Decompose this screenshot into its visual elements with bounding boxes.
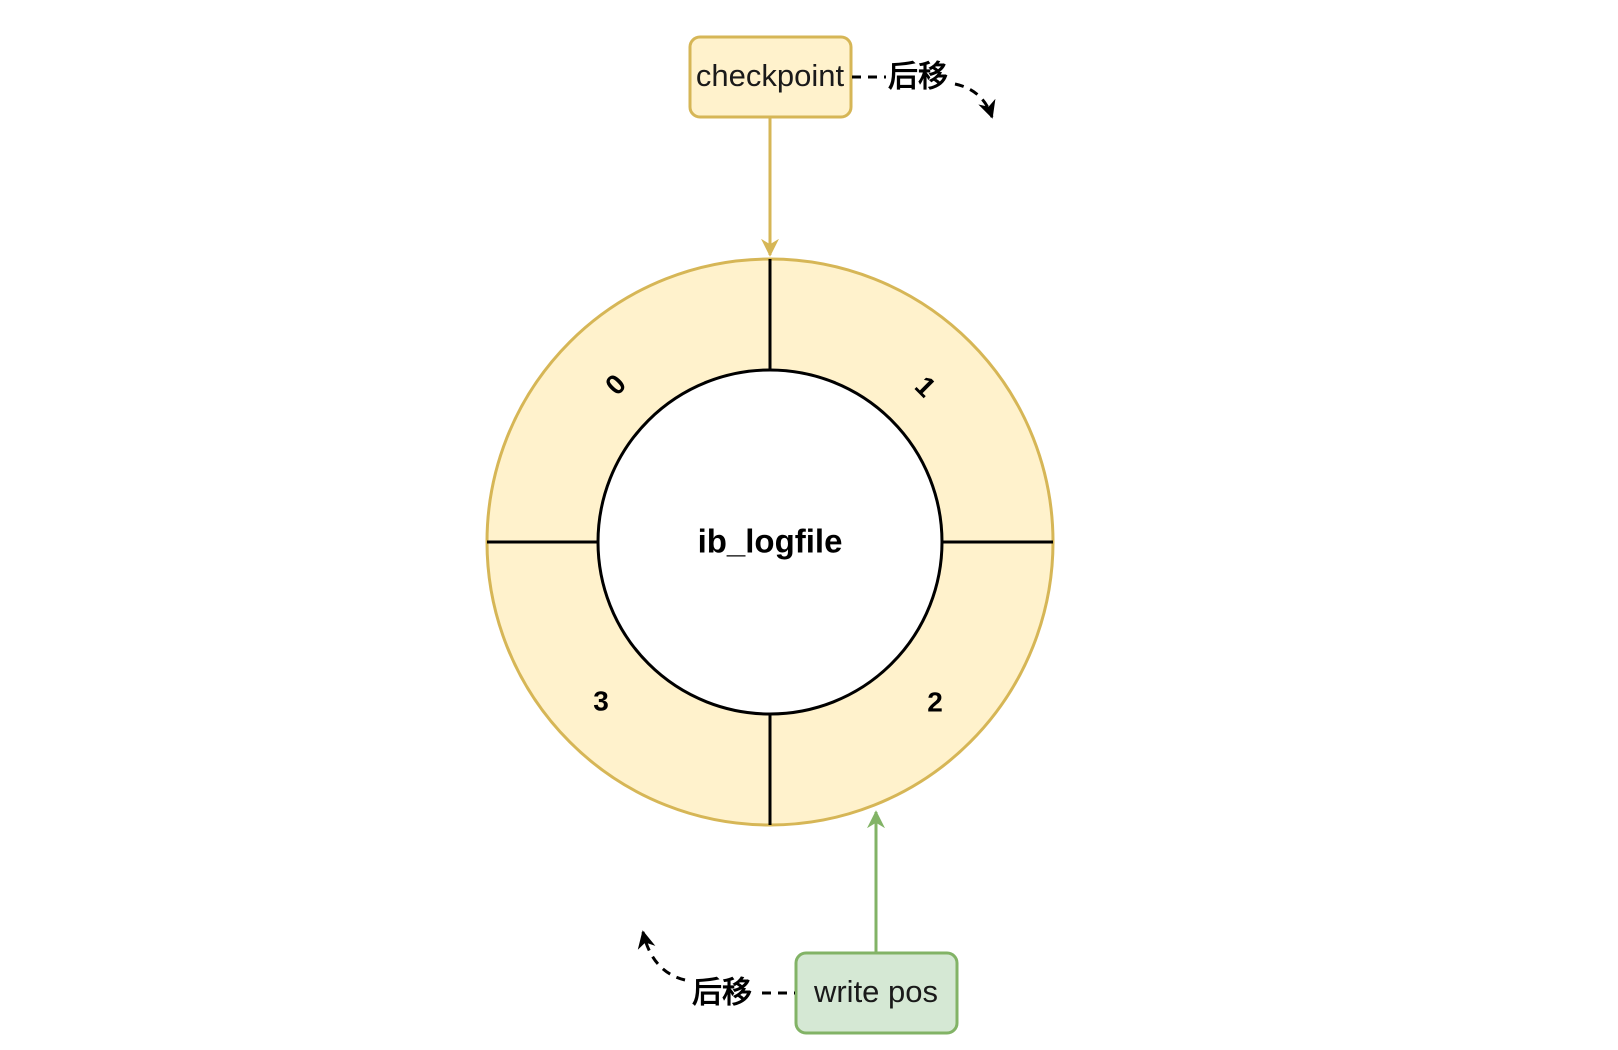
- curved-arrow-clockwise-icon: [637, 930, 686, 982]
- write-pos-node[interactable]: write pos: [794, 951, 959, 1035]
- checkpoint-node[interactable]: checkpoint: [688, 35, 853, 119]
- segment-label-2: 2: [927, 686, 943, 717]
- checkpoint-label: checkpoint: [696, 58, 845, 93]
- segment-label-3: 3: [593, 685, 609, 716]
- center-label: ib_logfile: [698, 523, 843, 560]
- checkpoint-move-label: 后移: [888, 60, 948, 95]
- write-pos-label: write pos: [813, 974, 938, 1009]
- write-pos-move-label: 后移: [692, 976, 752, 1011]
- log-ring: 0 1 2 3 ib_logfile: [485, 257, 1055, 827]
- curved-arrow-clockwise-icon: [954, 82, 996, 119]
- write-pos-box[interactable]: [794, 951, 959, 1035]
